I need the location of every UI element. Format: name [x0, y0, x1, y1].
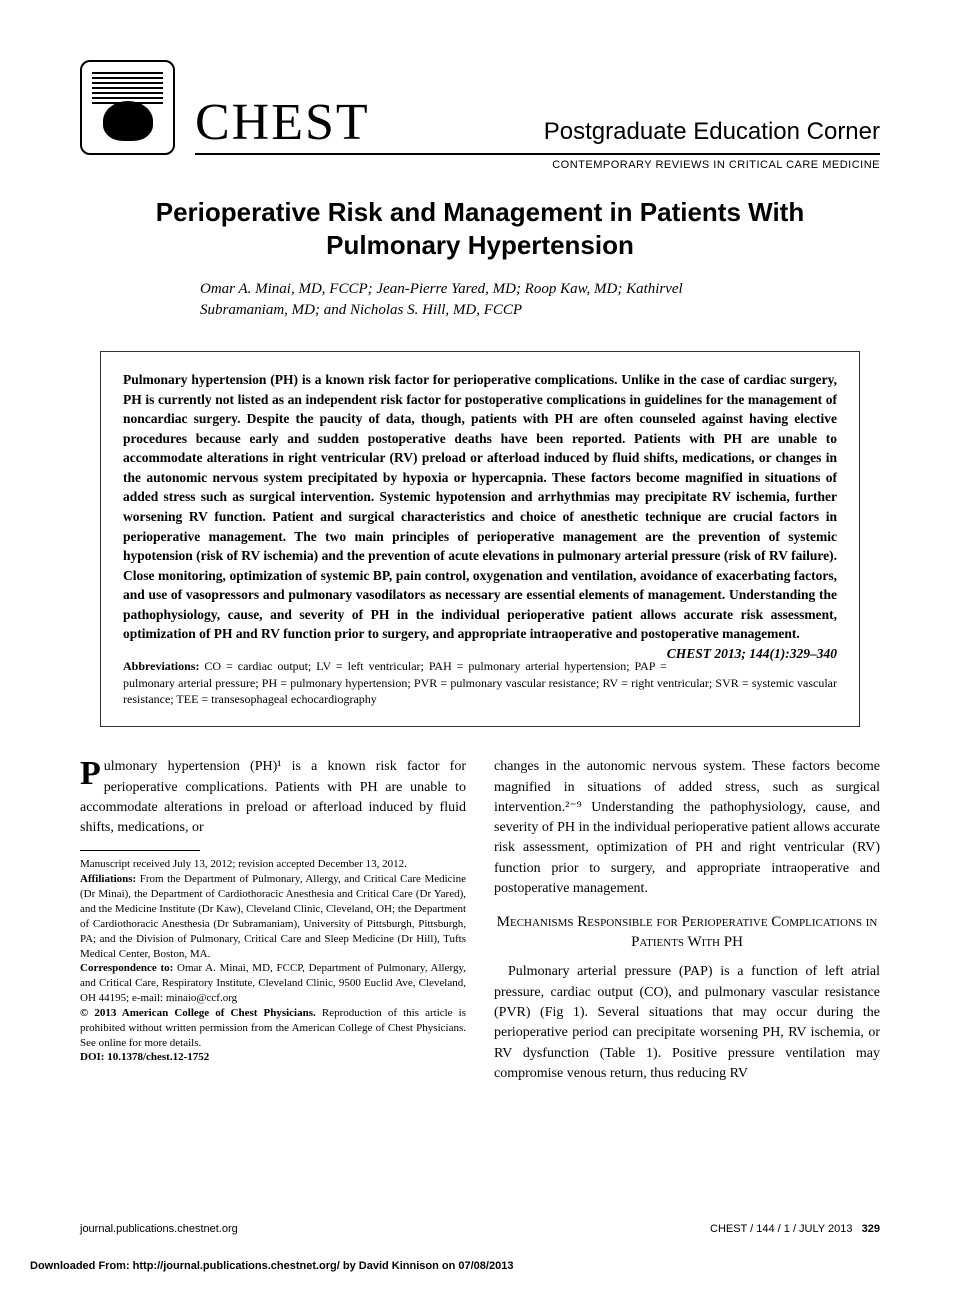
affil-label: Affiliations:: [80, 873, 136, 885]
intro-paragraph: Pulmonary hypertension (PH)¹ is a known …: [80, 757, 466, 838]
author-list: Omar A. Minai, MD, FCCP; Jean-Pierre Yar…: [200, 279, 760, 321]
abbreviations: Abbreviations: CO = cardiac output; LV =…: [123, 658, 837, 708]
left-column: Pulmonary hypertension (PH)¹ is a known …: [80, 757, 466, 1084]
footer-issue: CHEST / 144 / 1 / JULY 2013: [710, 1223, 852, 1235]
abbrev-label: Abbreviations:: [123, 659, 199, 673]
section-heading: Mechanisms Responsible for Perioperative…: [494, 913, 880, 952]
footer-page: 329: [862, 1223, 880, 1235]
journal-logo: [80, 60, 175, 155]
abstract-citation: CHEST 2013; 144(1):329–340: [667, 644, 837, 664]
abstract-box: Pulmonary hypertension (PH) is a known r…: [100, 351, 860, 727]
right-column: changes in the autonomic nervous system.…: [494, 757, 880, 1084]
dropcap: P: [80, 757, 104, 789]
footer-citation: CHEST / 144 / 1 / JULY 2013 329: [710, 1223, 880, 1235]
body-columns: Pulmonary hypertension (PH)¹ is a known …: [80, 757, 880, 1084]
page-footer: journal.publications.chestnet.org CHEST …: [80, 1223, 880, 1235]
footnote-rule: [80, 850, 200, 851]
doi-label: DOI: 10.1378/chest.12-1752: [80, 1051, 209, 1063]
copy-label: © 2013 American College of Chest Physici…: [80, 1007, 316, 1019]
correspondence: Correspondence to: Omar A. Minai, MD, FC…: [80, 961, 466, 1006]
header-row: CHEST Postgraduate Education Corner: [80, 60, 880, 155]
download-note: Downloaded From: http://journal.publicat…: [30, 1260, 513, 1272]
copyright: © 2013 American College of Chest Physici…: [80, 1006, 466, 1051]
abbrev-text: CO = cardiac output; LV = left ventricul…: [123, 659, 837, 707]
abstract-body: Pulmonary hypertension (PH) is a known r…: [123, 372, 837, 641]
intro-text: ulmonary hypertension (PH)¹ is a known r…: [80, 759, 466, 835]
manuscript-date: Manuscript received July 13, 2012; revis…: [80, 857, 466, 872]
affil-text: From the Department of Pulmonary, Allerg…: [80, 873, 466, 959]
section-subtitle: CONTEMPORARY REVIEWS IN CRITICAL CARE ME…: [195, 159, 880, 171]
article-title: Perioperative Risk and Management in Pat…: [140, 196, 820, 261]
doi: DOI: 10.1378/chest.12-1752: [80, 1050, 466, 1065]
corr-label: Correspondence to:: [80, 962, 173, 974]
journal-name: CHEST: [195, 97, 370, 149]
abstract-text: Pulmonary hypertension (PH) is a known r…: [123, 370, 837, 644]
col2-paragraph-2: Pulmonary arterial pressure (PAP) is a f…: [494, 962, 880, 1084]
col2-paragraph-1: changes in the autonomic nervous system.…: [494, 757, 880, 899]
corner-title: Postgraduate Education Corner: [544, 118, 880, 146]
affiliations: Affiliations: From the Department of Pul…: [80, 872, 466, 961]
footnotes: Manuscript received July 13, 2012; revis…: [80, 857, 466, 1065]
title-block: CHEST Postgraduate Education Corner: [195, 97, 880, 155]
footer-url: journal.publications.chestnet.org: [80, 1223, 238, 1235]
